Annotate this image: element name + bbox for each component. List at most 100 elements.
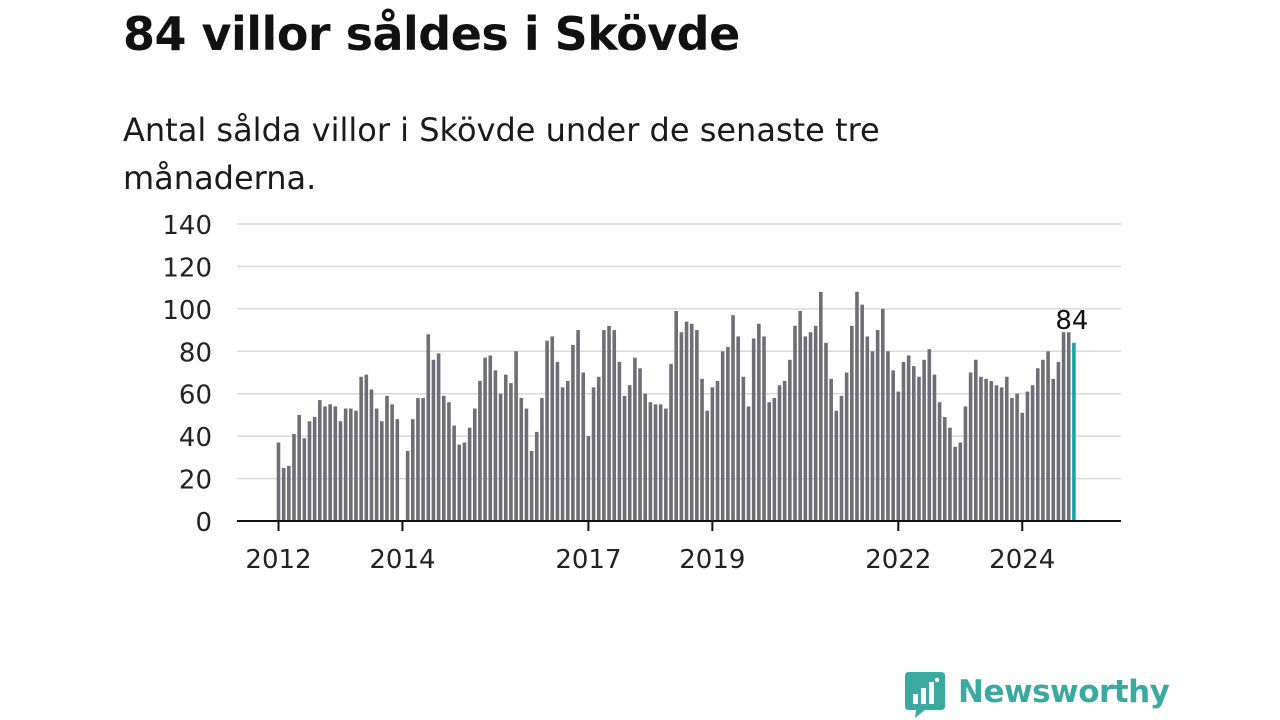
bar <box>349 408 353 521</box>
bar <box>942 417 947 521</box>
bar <box>999 387 1004 521</box>
bar <box>498 393 503 521</box>
bar <box>534 431 539 521</box>
bar <box>426 334 431 521</box>
bar <box>560 387 565 521</box>
bar <box>571 344 575 521</box>
bar <box>901 361 906 521</box>
bar <box>364 374 369 521</box>
bar <box>374 408 379 521</box>
bar <box>808 332 813 521</box>
bar <box>793 325 797 521</box>
bar <box>777 385 782 521</box>
y-tick-label: 60 <box>179 381 212 411</box>
bar <box>679 332 684 521</box>
bar <box>1046 351 1050 521</box>
bar <box>726 347 730 521</box>
grid-lines <box>237 223 1121 480</box>
bar <box>478 380 482 521</box>
bar <box>545 340 549 521</box>
x-tick-label: 2024 <box>989 545 1055 575</box>
bar <box>870 351 875 521</box>
bar <box>664 408 668 521</box>
bar <box>973 359 978 521</box>
bar <box>297 414 301 521</box>
bar <box>493 370 498 521</box>
bar <box>669 364 673 521</box>
bar <box>710 387 715 521</box>
bar <box>312 417 317 521</box>
bar <box>782 380 787 521</box>
bar <box>922 359 926 521</box>
bar <box>1056 361 1061 521</box>
bar <box>307 421 312 521</box>
y-tick-label: 0 <box>195 508 212 538</box>
bar <box>612 330 617 521</box>
newsworthy-logo-icon <box>905 672 945 718</box>
bar <box>891 370 895 521</box>
bar <box>390 404 394 521</box>
x-tick-label: 2019 <box>679 545 745 575</box>
y-tick-label: 100 <box>162 296 212 326</box>
bar <box>550 336 555 521</box>
bar <box>354 410 358 521</box>
bars <box>276 291 1076 521</box>
bar <box>441 395 446 521</box>
bar <box>937 402 942 521</box>
bar <box>462 442 467 521</box>
bar <box>591 387 596 521</box>
y-tick-label: 80 <box>179 338 212 368</box>
bar <box>519 397 524 521</box>
bar <box>875 330 880 521</box>
bar <box>622 395 627 521</box>
bar <box>617 361 622 521</box>
bar <box>333 406 338 521</box>
bar <box>483 357 487 521</box>
bar <box>953 446 957 521</box>
bar <box>1051 378 1056 521</box>
bar <box>1015 393 1019 521</box>
bar <box>741 376 746 521</box>
bar <box>1010 397 1014 521</box>
bar <box>323 406 327 521</box>
bar <box>328 404 332 521</box>
y-tick-label: 140 <box>162 211 212 241</box>
bar <box>948 427 952 521</box>
bar <box>1035 368 1040 521</box>
bar <box>968 372 973 521</box>
bar <box>1041 359 1045 521</box>
bar <box>555 361 560 521</box>
bar <box>912 366 916 521</box>
bar <box>416 397 420 521</box>
bar <box>860 304 864 521</box>
bar <box>281 467 286 521</box>
bar <box>524 408 529 521</box>
bar <box>380 421 384 521</box>
bar <box>395 419 400 521</box>
bar <box>586 436 591 521</box>
bar <box>540 397 544 521</box>
bar <box>896 391 901 521</box>
bar <box>720 351 725 521</box>
bar <box>819 291 823 521</box>
y-axis-ticks: 0 20 40 60 80 100 120 140 <box>162 211 212 538</box>
bar <box>452 425 456 521</box>
bar <box>979 376 983 521</box>
bar <box>581 372 586 521</box>
bar <box>343 408 348 521</box>
latest-value-label: 84 <box>1055 306 1088 336</box>
bar <box>689 323 694 521</box>
bar <box>653 404 658 521</box>
y-tick-label: 40 <box>179 423 212 453</box>
bar <box>881 308 885 521</box>
bar <box>359 376 363 521</box>
bar-latest <box>1072 342 1076 521</box>
bar <box>788 359 792 521</box>
bar <box>1025 391 1030 521</box>
bar <box>447 402 451 521</box>
bar <box>695 330 699 521</box>
bar <box>772 397 777 521</box>
bar <box>751 338 756 521</box>
bar <box>1020 412 1025 521</box>
